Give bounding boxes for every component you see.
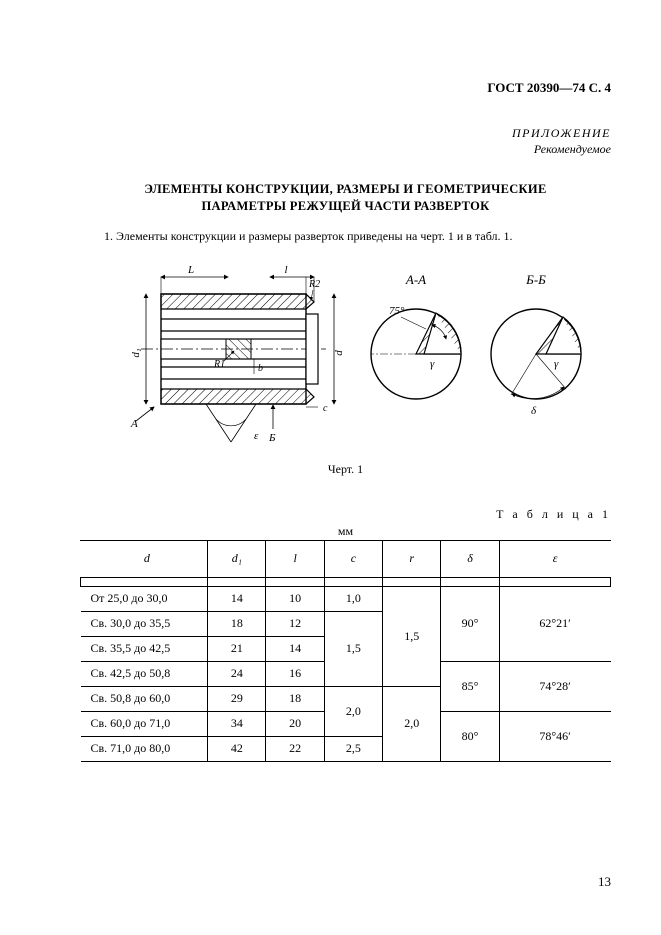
svg-text:γ: γ [554, 358, 559, 370]
svg-text:R1: R1 [213, 359, 225, 370]
page-title: ЭЛЕМЕНТЫ КОНСТРУКЦИИ, РАЗМЕРЫ И ГЕОМЕТРИ… [80, 181, 611, 215]
cell-delta: 80° [441, 711, 499, 761]
drawing-figure-1: L l d₁ d R1 R2 b c [106, 259, 586, 449]
svg-text:Б-Б: Б-Б [525, 272, 546, 287]
col-d1: d₁ [208, 541, 266, 578]
section-a-a: А-А 75° γ [371, 272, 461, 399]
table-header-row: d d₁ l c r δ ε [81, 541, 611, 578]
svg-text:b: b [258, 363, 263, 374]
svg-text:ε: ε [254, 430, 259, 442]
appendix-label: ПРИЛОЖЕНИЕ [80, 126, 611, 142]
col-l: l [266, 541, 324, 578]
cell-delta: 90° [441, 586, 499, 661]
page-number: 13 [598, 874, 611, 890]
svg-text:d₁: d₁ [130, 348, 142, 358]
cell-d1: 29 [208, 686, 266, 711]
cell-d1: 42 [208, 736, 266, 761]
col-r: r [383, 541, 441, 578]
cell-l: 10 [266, 586, 324, 611]
cell-d: Св. 35,5 до 42,5 [81, 636, 208, 661]
col-d: d [81, 541, 208, 578]
svg-text:d: d [333, 349, 345, 355]
cell-l: 18 [266, 686, 324, 711]
cell-d: Св. 42,5 до 50,8 [81, 661, 208, 686]
cell-d: Св. 30,0 до 35,5 [81, 611, 208, 636]
col-c: c [324, 541, 382, 578]
cell-d: Св. 71,0 до 80,0 [81, 736, 208, 761]
cell-l: 12 [266, 611, 324, 636]
intro-paragraph: 1. Элементы конструкции и размеры развер… [80, 229, 611, 245]
svg-text:c: c [323, 403, 328, 414]
svg-text:γ: γ [430, 358, 435, 370]
cell-delta: 85° [441, 661, 499, 711]
cell-d1: 21 [208, 636, 266, 661]
appendix-block: ПРИЛОЖЕНИЕ Рекомендуемое [80, 126, 611, 157]
table-row: От 25,0 до 30,0 14 10 1,0 1,5 90° 62°21′ [81, 586, 611, 611]
cell-d: Св. 60,0 до 71,0 [81, 711, 208, 736]
cell-d1: 18 [208, 611, 266, 636]
svg-text:А-А: А-А [404, 272, 425, 287]
cell-l: 20 [266, 711, 324, 736]
cell-r: 1,5 [383, 586, 441, 686]
figure-block: L l d₁ d R1 R2 b c [106, 259, 586, 477]
cell-d: Св. 50,8 до 60,0 [81, 686, 208, 711]
svg-text:R2: R2 [308, 279, 320, 290]
cell-c: 1,0 [324, 586, 382, 611]
cell-eps: 78°46′ [499, 711, 610, 761]
cell-l: 16 [266, 661, 324, 686]
cell-r: 2,0 [383, 686, 441, 761]
table-spacer [81, 577, 611, 586]
cell-c: 2,5 [324, 736, 382, 761]
table-unit: мм [80, 524, 611, 541]
cell-d: От 25,0 до 30,0 [81, 586, 208, 611]
main-section-view: L l d₁ d R1 R2 b c [130, 264, 345, 444]
cell-l: 14 [266, 636, 324, 661]
cell-l: 22 [266, 736, 324, 761]
svg-text:L: L [186, 264, 193, 276]
cell-c: 2,0 [324, 686, 382, 736]
cell-eps: 62°21′ [499, 586, 610, 661]
svg-text:δ: δ [531, 405, 537, 417]
table-label: Т а б л и ц а 1 [80, 507, 611, 522]
title-line-1: ЭЛЕМЕНТЫ КОНСТРУКЦИИ, РАЗМЕРЫ И ГЕОМЕТРИ… [144, 182, 546, 196]
cell-d1: 14 [208, 586, 266, 611]
col-eps: ε [499, 541, 610, 578]
appendix-sub: Рекомендуемое [80, 142, 611, 158]
col-delta: δ [441, 541, 499, 578]
svg-text:Б: Б [268, 432, 276, 444]
cell-eps: 74°28′ [499, 661, 610, 711]
standard-reference: ГОСТ 20390—74 С. 4 [80, 80, 611, 96]
cell-d1: 24 [208, 661, 266, 686]
data-table: d d₁ l c r δ ε От 25,0 до 30,0 14 10 1,0… [80, 541, 611, 762]
cell-d1: 34 [208, 711, 266, 736]
figure-caption: Черт. 1 [106, 462, 586, 477]
svg-text:75°: 75° [389, 305, 405, 317]
svg-text:l: l [284, 264, 287, 276]
section-b-b: Б-Б δ γ [491, 272, 581, 417]
svg-text:А: А [130, 418, 138, 430]
cell-c: 1,5 [324, 611, 382, 686]
title-line-2: ПАРАМЕТРЫ РЕЖУЩЕЙ ЧАСТИ РАЗВЕРТОК [201, 199, 489, 213]
